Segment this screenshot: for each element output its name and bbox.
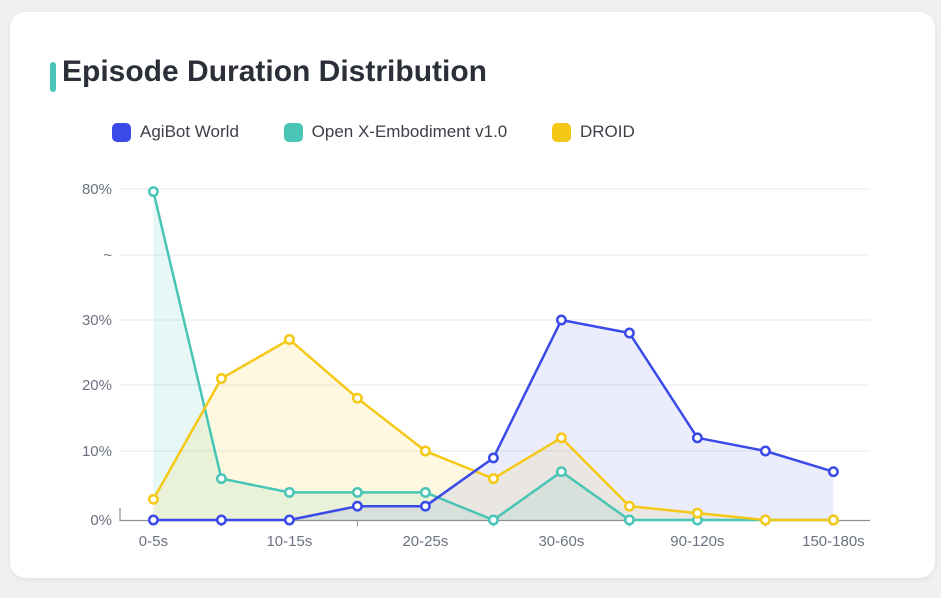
svg-text:30%: 30% xyxy=(82,312,112,329)
svg-text:0-5s: 0-5s xyxy=(139,533,168,550)
svg-text:0%: 0% xyxy=(90,512,112,529)
svg-text:10%: 10% xyxy=(82,443,112,460)
svg-text:20-25s: 20-25s xyxy=(402,533,448,550)
svg-text:150-180s: 150-180s xyxy=(802,533,865,550)
svg-text:90-120s: 90-120s xyxy=(670,533,724,550)
svg-text:30-60s: 30-60s xyxy=(538,533,584,550)
svg-text:~: ~ xyxy=(103,247,112,264)
svg-text:80%: 80% xyxy=(82,181,112,198)
svg-text:10-15s: 10-15s xyxy=(266,533,312,550)
svg-text:20%: 20% xyxy=(82,377,112,394)
